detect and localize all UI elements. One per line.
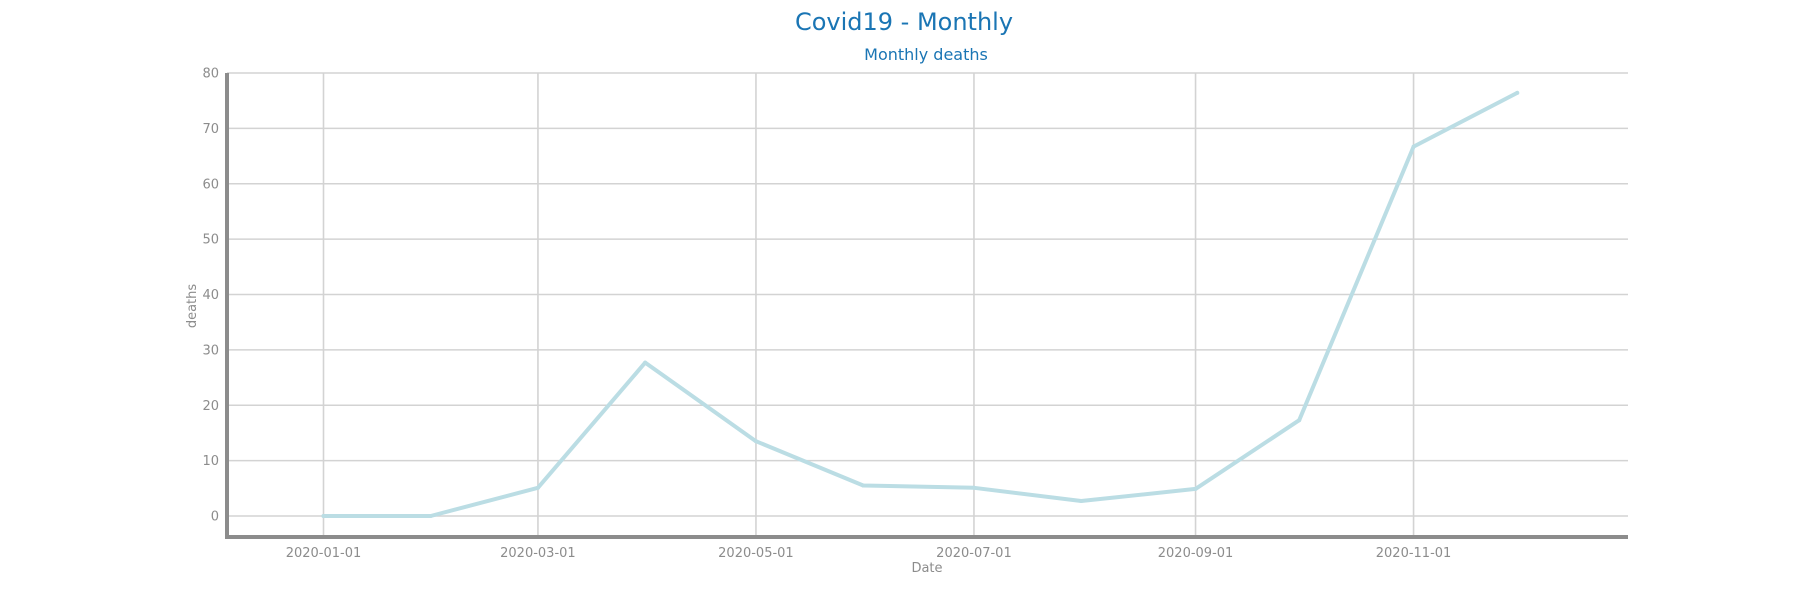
data-point	[321, 514, 326, 518]
y-tick-label: 70	[202, 122, 219, 137]
data-point	[753, 439, 758, 444]
x-tick-label: 2020-07-01	[936, 546, 1012, 561]
chart-title: Covid19 - Monthly	[795, 8, 1013, 36]
x-tick-label: 2020-11-01	[1376, 546, 1452, 561]
x-tick-label: 2020-09-01	[1158, 546, 1234, 561]
data-point	[971, 485, 976, 490]
y-axis-label: deaths	[185, 284, 200, 329]
axis-layer	[225, 73, 1628, 539]
text-layer: Covid19 - Monthly Monthly deaths Date de…	[185, 8, 1451, 576]
y-tick-label: 60	[202, 177, 219, 192]
series-layer	[321, 90, 1520, 518]
x-tick-label: 2020-01-01	[286, 546, 362, 561]
data-point	[1515, 90, 1520, 95]
data-point	[428, 514, 433, 518]
x-axis-label: Date	[911, 561, 942, 576]
y-tick-label: 20	[202, 399, 219, 414]
data-point	[643, 360, 648, 365]
data-point	[535, 485, 540, 490]
y-tick-label: 80	[202, 67, 219, 82]
series-line	[321, 90, 1520, 518]
data-point	[1193, 486, 1198, 491]
y-tick-label: 30	[202, 343, 219, 358]
y-tick-label: 0	[211, 510, 219, 525]
chart-subtitle: Monthly deaths	[864, 45, 988, 64]
data-point	[1079, 499, 1084, 504]
y-tick-label: 40	[202, 288, 219, 303]
data-point	[861, 483, 866, 488]
x-tick-label: 2020-05-01	[718, 546, 794, 561]
x-tick-label: 2020-03-01	[500, 546, 576, 561]
data-point	[1411, 144, 1416, 149]
y-tick-label: 50	[202, 233, 219, 248]
data-point	[1297, 418, 1302, 423]
y-tick-label: 10	[202, 454, 219, 469]
grid-layer	[227, 72, 1628, 537]
